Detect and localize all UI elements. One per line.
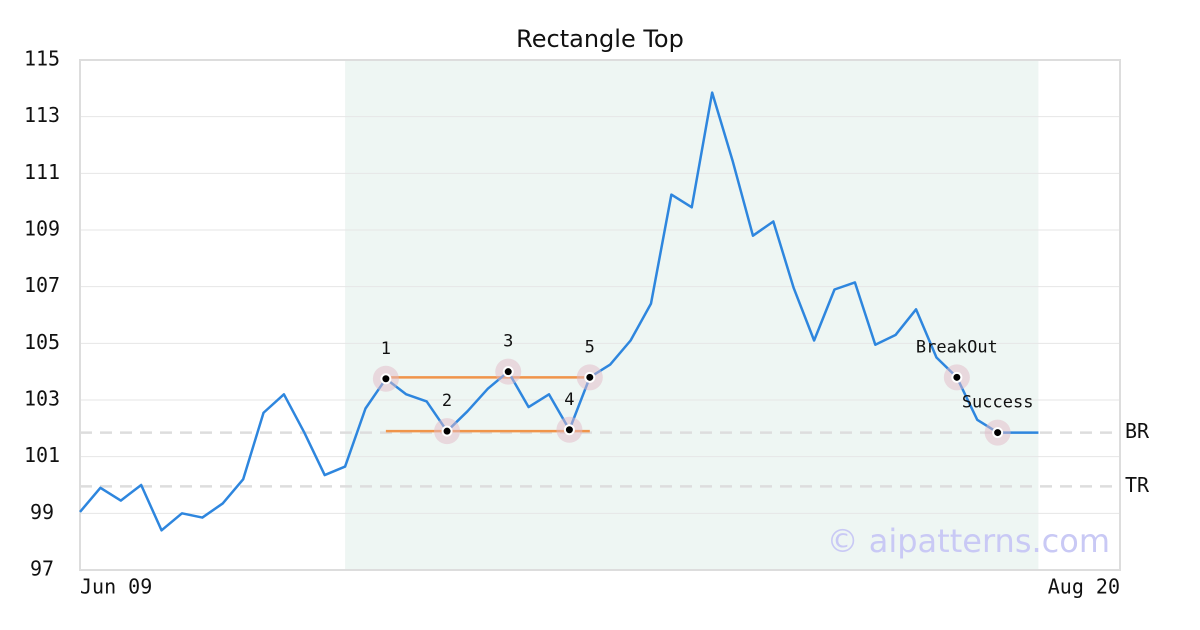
point-dot	[502, 366, 514, 378]
point-dot	[441, 425, 453, 437]
y-tick-label: 113	[24, 103, 60, 127]
point-label: 4	[564, 390, 574, 410]
x-tick-label: Jun 09	[80, 575, 152, 599]
y-tick-label: 115	[24, 47, 60, 71]
point-label: BreakOut	[916, 337, 998, 357]
y-tick-label: 107	[24, 273, 60, 297]
point-label: 3	[503, 332, 513, 352]
y-tick-label: 99	[30, 500, 54, 524]
y-tick-label: 101	[24, 443, 60, 467]
y-tick-label: 109	[24, 217, 60, 241]
y-tick-label: 103	[24, 387, 60, 411]
point-label: 2	[442, 391, 452, 411]
y-tick-label: 97	[30, 557, 54, 581]
plot-frame	[79, 59, 1121, 571]
y-tick-label: 105	[24, 330, 60, 354]
y-tick-label: 111	[24, 160, 60, 184]
level-label: TR	[1125, 473, 1150, 497]
point-label: 5	[585, 337, 595, 357]
watermark: © aipatterns.com	[827, 522, 1110, 560]
point-dot	[380, 373, 392, 385]
point-dot	[992, 427, 1004, 439]
pattern-range	[345, 60, 1039, 570]
level-label: BR	[1125, 419, 1150, 443]
x-tick-label: Aug 20	[1048, 575, 1120, 599]
point-dot	[563, 424, 575, 436]
point-label: Success	[962, 393, 1034, 413]
point-label: 1	[381, 339, 391, 359]
price-line	[79, 91, 1039, 532]
chart-title: Rectangle Top	[516, 25, 684, 53]
point-dot	[951, 371, 963, 383]
point-dot	[584, 371, 596, 383]
